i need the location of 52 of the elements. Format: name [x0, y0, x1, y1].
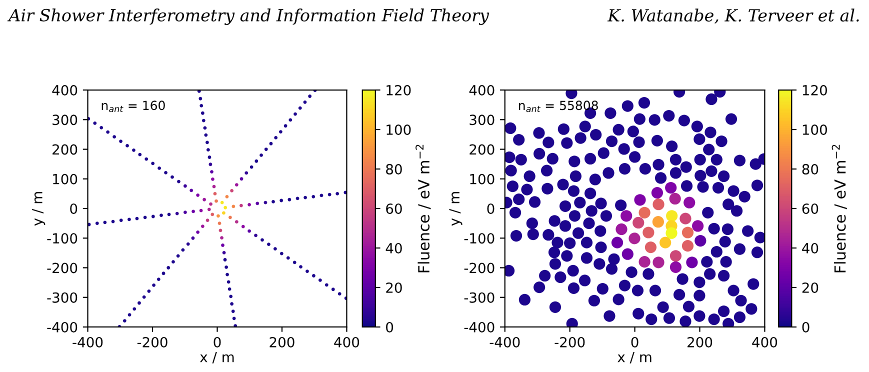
- color-bar-label: 0: [802, 322, 810, 332]
- x-tick-label: 400: [752, 336, 778, 348]
- color-bar-label: 120: [386, 84, 411, 96]
- color-bar-title: Fluence / eV m$^{−2}$: [832, 144, 847, 272]
- y-tick-label: 0: [70, 203, 78, 214]
- color-bar-title: Fluence / eV m$^{−2}$: [416, 144, 431, 272]
- y-tick-label: -400: [464, 322, 494, 332]
- x-tick-label: -200: [554, 336, 585, 348]
- x-tick-label: 400: [334, 336, 360, 348]
- y-tick-label: -300: [47, 292, 78, 303]
- color-bar-label: 120: [802, 84, 827, 96]
- annotation: n$_{ant}$ = 55808: [519, 100, 598, 112]
- x-tick-label: -400: [490, 336, 520, 348]
- x-tick-label: 0: [631, 336, 638, 348]
- x-tick-label: 200: [688, 336, 712, 348]
- color-bar-label: 60: [802, 203, 818, 214]
- color-bar-label: 80: [802, 164, 818, 174]
- y-tick-label: -100: [464, 233, 494, 244]
- color-bar-label: 80: [386, 164, 402, 174]
- x-axis-title: x / m: [618, 352, 652, 364]
- y-tick-label: 200: [470, 144, 494, 155]
- color-bar-label: 100: [802, 124, 827, 135]
- color-bar-label: 0: [386, 322, 394, 332]
- y-tick-label: 400: [52, 84, 78, 96]
- y-axis-title: y / m: [449, 192, 462, 226]
- x-tick-label: -400: [72, 336, 103, 348]
- x-tick-label: 200: [270, 336, 294, 348]
- y-tick-label: 100: [53, 174, 78, 184]
- y-tick-label: -200: [464, 262, 494, 274]
- text: Air Shower Interferometry and Information Field Theory: [7, 8, 490, 25]
- color-bar-label: 60: [386, 203, 402, 214]
- color-bar-label: 40: [386, 242, 402, 254]
- y-tick-label: 300: [52, 114, 78, 126]
- y-tick-label: 200: [52, 144, 78, 155]
- y-tick-label: 300: [470, 114, 494, 126]
- y-tick-label: 0: [487, 203, 494, 214]
- color-bar-label: 20: [386, 282, 402, 293]
- x-tick-label: 0: [214, 336, 221, 348]
- y-tick-label: 100: [470, 174, 494, 184]
- color-bar-label: 20: [802, 282, 818, 293]
- x-tick-label: -200: [137, 336, 168, 348]
- color-bar-label: 40: [802, 242, 818, 254]
- annotation: n$_{ant}$ = 160: [102, 100, 165, 112]
- x-axis-title: x / m: [200, 352, 234, 364]
- color-bar-label: 100: [386, 124, 411, 135]
- y-tick-label: -300: [464, 292, 494, 303]
- y-tick-label: -400: [47, 322, 78, 332]
- y-tick-label: -200: [47, 262, 78, 274]
- text: K. Watanabe, K. Terveer et al.: [607, 8, 859, 24]
- y-tick-label: 400: [469, 84, 494, 96]
- y-tick-label: -100: [47, 233, 78, 244]
- y-axis-title: y / m: [32, 192, 46, 226]
